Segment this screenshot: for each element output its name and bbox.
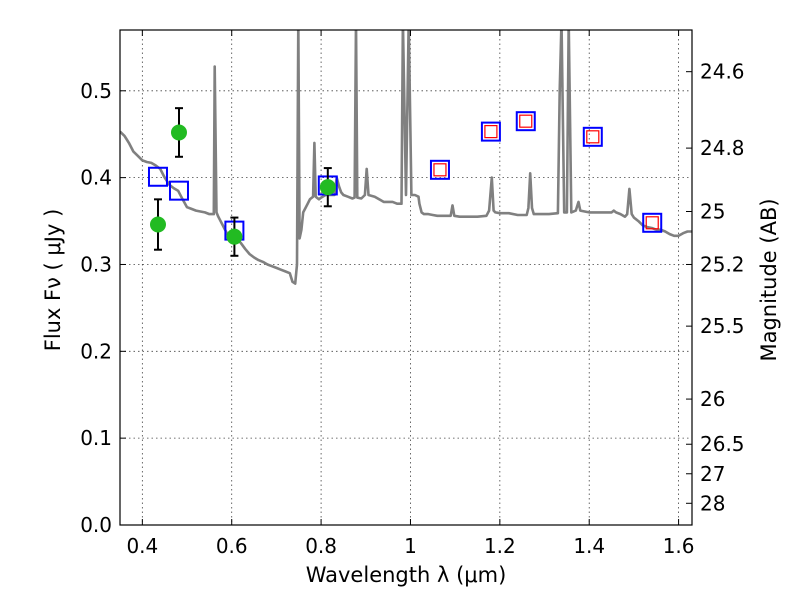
model-square-marker <box>642 212 663 233</box>
x-tick-label: 1.4 <box>573 534 605 558</box>
magnitude-tick-label: 27 <box>700 462 725 486</box>
magnitude-tick-label: 25 <box>700 200 725 224</box>
magnitude-tick-label: 25.2 <box>700 252 745 276</box>
model-square-marker <box>168 180 189 201</box>
x-tick-label: 0.6 <box>216 534 248 558</box>
model-square-marker <box>147 166 168 187</box>
predicted-square-marker <box>586 130 600 144</box>
magnitude-tick-label: 28 <box>700 491 725 515</box>
y-tick-label: 0.3 <box>80 252 112 276</box>
magnitude-tick-label: 25.5 <box>700 314 745 338</box>
model-square-marker <box>515 111 536 132</box>
magnitude-tick-label: 26 <box>700 387 725 411</box>
observed-point <box>149 216 166 233</box>
magnitude-tick-label: 24.6 <box>700 60 745 84</box>
y-tick-label: 0.2 <box>80 339 112 363</box>
model-square-marker <box>480 121 501 142</box>
observed-point <box>319 179 336 196</box>
y-tick-label: 0.0 <box>80 513 112 537</box>
x-tick-label: 1 <box>404 534 417 558</box>
plot-frame <box>119 29 693 526</box>
predicted-square-marker <box>484 125 498 139</box>
y-tick-label: 0.1 <box>80 426 112 450</box>
magnitude-tick-label: 26.5 <box>700 432 745 456</box>
observed-point <box>226 228 243 245</box>
magnitude-tick-label: 24.8 <box>700 136 745 160</box>
x-tick-label: 0.8 <box>305 534 337 558</box>
axes-frame <box>119 29 693 526</box>
x-tick-label: 0.4 <box>126 534 158 558</box>
y-axis-right-label: Magnitude (AB) <box>757 198 781 361</box>
y-tick-label: 0.4 <box>80 166 112 190</box>
y-tick-label: 0.5 <box>80 79 112 103</box>
predicted-square-marker <box>645 216 659 230</box>
observed-point <box>170 124 187 141</box>
y-axis-label: Flux Fν ( μJy ) <box>41 209 65 352</box>
spectrum-line <box>120 30 692 285</box>
predicted-square-marker <box>433 163 447 177</box>
x-tick-label: 1.6 <box>663 534 695 558</box>
model-square-marker <box>429 159 450 180</box>
x-tick-label: 1.2 <box>484 534 516 558</box>
model-square-marker <box>582 126 603 147</box>
grid-lines <box>120 30 692 526</box>
predicted-square-marker <box>519 114 533 128</box>
x-axis-label: Wavelength λ (μm) <box>306 563 507 587</box>
ticks: 0.4 0.6 0.8 1 1.2 1.4 1.6 0.0 0.1 0.2 0.3 0.4 0.5 24.… <box>80 30 745 558</box>
plot-area <box>120 30 692 285</box>
